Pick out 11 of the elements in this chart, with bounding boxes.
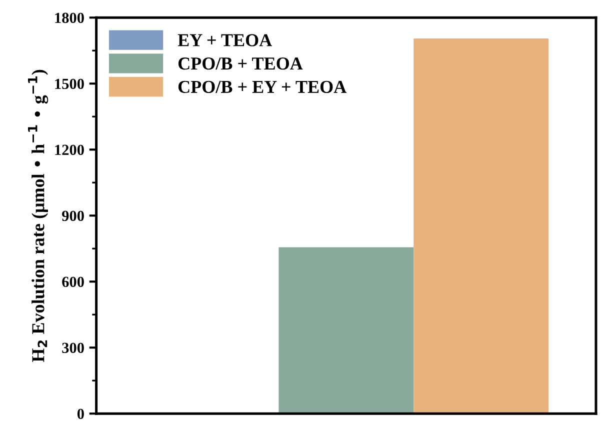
y-tick-label: 1800 [55, 12, 84, 24]
legend-label: CPO/B + TEOA [178, 58, 303, 70]
y-tick-label: 1500 [55, 78, 84, 90]
y-tick-label: 900 [62, 210, 84, 222]
y-axis-title: H$_{2}$ Evolution rate (μmol • h$^{−1}$ • g$^{−1}$) [28, 70, 48, 362]
y-tick-label: 300 [62, 342, 84, 354]
y-tick-label: 1200 [55, 144, 84, 156]
y-tick-label: 600 [62, 276, 84, 288]
legend-label: CPO/B + EY + TEOA [178, 80, 346, 93]
legend-label: EY + TEOA [178, 34, 272, 46]
y-tick-label: 0 [77, 408, 84, 420]
